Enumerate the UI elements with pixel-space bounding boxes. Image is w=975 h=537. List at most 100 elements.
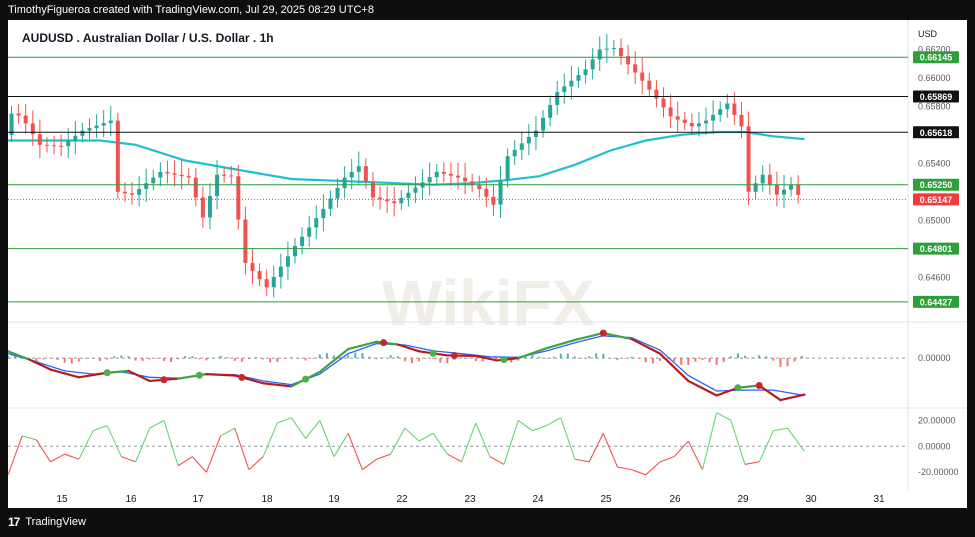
macd-histogram-bar [191, 356, 193, 358]
macd-histogram-bar [496, 358, 498, 359]
macd-histogram-bar [326, 353, 328, 358]
candle-body [562, 86, 566, 92]
oscillator-line-segment [79, 431, 93, 460]
oscillator-line-segment [362, 459, 376, 469]
macd-histogram-bar [290, 357, 292, 358]
candle-body [52, 145, 56, 146]
candle-body [456, 176, 460, 178]
candle-body [555, 92, 559, 105]
oscillator-line-segment [51, 454, 65, 462]
candle-body [775, 185, 779, 195]
oscillator-line-segment [192, 457, 206, 473]
macd-histogram-bar [751, 357, 753, 358]
candle-body [279, 267, 283, 277]
macd-histogram-bar [298, 358, 300, 359]
candle-body [619, 48, 623, 56]
oscillator-tick-label: 20.00000 [918, 415, 956, 425]
macd-histogram-bar [567, 353, 569, 358]
candle-body [633, 64, 637, 72]
candle-body [201, 198, 205, 218]
candle-body [768, 175, 772, 185]
macd-line-segment [632, 339, 660, 354]
candle-body [38, 134, 42, 145]
macd-histogram-bar [361, 353, 363, 358]
macd-cross-marker [380, 339, 387, 346]
candle-body [399, 198, 403, 203]
macd-histogram-bar [283, 358, 285, 359]
macd-histogram-bar [446, 358, 448, 363]
oscillator-line-segment [773, 428, 787, 431]
candle-body [569, 81, 573, 87]
macd-histogram-bar [730, 356, 732, 358]
macd-histogram-bar [631, 357, 633, 358]
tradingview-logo[interactable]: 17 TradingView [0, 508, 86, 536]
footer-bar: 17 TradingView [0, 508, 975, 536]
candle-body [725, 104, 729, 110]
oscillator-line-segment [462, 423, 476, 462]
level-price-label: 0.65250 [920, 180, 953, 190]
candle-body [222, 175, 226, 176]
macd-cross-marker [302, 376, 309, 383]
macd-histogram-bar [64, 358, 66, 363]
macd-line-segment [320, 349, 348, 372]
oscillator-line-segment [22, 436, 36, 440]
candle-body [187, 176, 191, 177]
macd-histogram-bar [142, 358, 144, 361]
candle-body [80, 131, 84, 136]
macd-histogram-bar [50, 358, 52, 359]
macd-tick-label: 0.00000 [918, 353, 951, 363]
candle-body [144, 183, 148, 189]
macd-histogram-bar [624, 358, 626, 359]
macd-histogram-bar [461, 357, 463, 358]
time-tick-label: 26 [669, 494, 681, 505]
time-tick-label: 30 [805, 494, 817, 505]
candle-body [428, 177, 432, 182]
oscillator-line-segment [476, 423, 490, 457]
macd-histogram-bar [177, 358, 179, 359]
candle-body [499, 180, 503, 204]
candle-body [229, 175, 233, 176]
macd-histogram-bar [531, 355, 533, 358]
oscillator-line-segment [717, 413, 731, 421]
macd-histogram-bar [553, 357, 555, 358]
macd-histogram-bar [616, 358, 618, 360]
macd-histogram-bar [255, 357, 257, 358]
candle-body [605, 49, 609, 50]
macd-histogram-bar [680, 358, 682, 365]
candle-body [789, 185, 793, 190]
macd-histogram-bar [354, 353, 356, 359]
candle-body [286, 256, 290, 266]
macd-histogram-bar [744, 356, 746, 358]
candle-body [584, 69, 588, 75]
oscillator-tick-label: 0.00000 [918, 441, 951, 451]
candle-body [250, 263, 254, 271]
candle-body [243, 220, 247, 263]
candle-body [463, 178, 467, 182]
candle-body [761, 175, 765, 184]
oscillator-line-segment [391, 428, 405, 454]
oscillator-line-segment [164, 420, 178, 465]
oscillator-line-segment [334, 433, 348, 456]
macd-histogram-bar [135, 358, 137, 360]
moving-average-line [8, 132, 805, 185]
macd-histogram-bar [787, 358, 789, 366]
macd-histogram-bar [418, 358, 420, 361]
oscillator-line-segment [320, 420, 334, 456]
candle-body [732, 104, 736, 115]
candle-body [321, 209, 325, 218]
macd-histogram-bar [383, 358, 385, 359]
candle-body [513, 150, 517, 156]
macd-histogram-bar [220, 356, 222, 358]
candle-body [258, 271, 262, 279]
macd-line-segment [8, 351, 29, 359]
price-tick-label: 0.65800 [918, 101, 951, 111]
macd-histogram-bar [404, 358, 406, 361]
macd-histogram-bar [701, 358, 703, 360]
macd-histogram-bar [227, 357, 229, 358]
time-tick-label: 15 [56, 494, 68, 505]
macd-histogram-bar [170, 358, 172, 362]
macd-histogram-bar [794, 358, 796, 361]
oscillator-line-segment [561, 418, 575, 459]
